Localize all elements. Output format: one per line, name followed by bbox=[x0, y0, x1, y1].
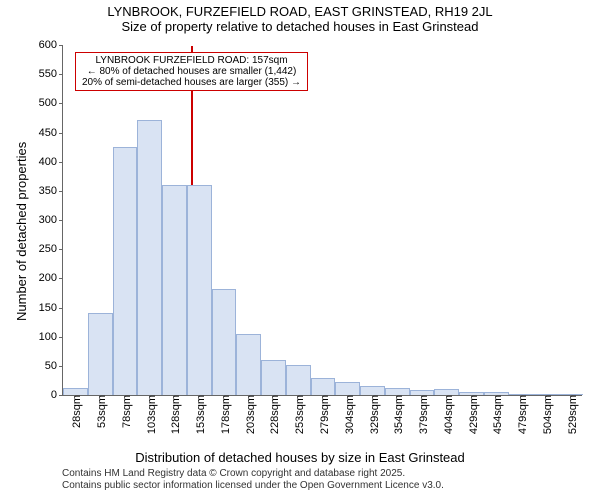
x-tick: 304sqm bbox=[340, 395, 356, 434]
footer-line-2: Contains public sector information licen… bbox=[62, 480, 444, 492]
footer-line-1: Contains HM Land Registry data © Crown c… bbox=[62, 468, 444, 480]
y-tick: 500 bbox=[39, 97, 63, 109]
x-tick: 253sqm bbox=[290, 395, 306, 434]
histogram-bar bbox=[113, 147, 138, 395]
y-tick: 450 bbox=[39, 127, 63, 139]
x-tick: 128sqm bbox=[166, 395, 182, 434]
histogram-bar bbox=[360, 386, 385, 395]
x-tick: 454sqm bbox=[488, 395, 504, 434]
chart-subtitle: Size of property relative to detached ho… bbox=[0, 19, 600, 34]
histogram-bar bbox=[261, 360, 286, 395]
x-tick: 78sqm bbox=[117, 395, 133, 428]
y-tick: 0 bbox=[51, 389, 63, 401]
histogram-bar bbox=[63, 388, 88, 395]
histogram-bar bbox=[137, 120, 162, 395]
x-tick: 354sqm bbox=[389, 395, 405, 434]
y-tick: 150 bbox=[39, 302, 63, 314]
histogram-bar bbox=[162, 185, 187, 395]
plot-area: LYNBROOK FURZEFIELD ROAD: 157sqm ← 80% o… bbox=[62, 46, 582, 396]
x-tick: 279sqm bbox=[315, 395, 331, 434]
y-axis-label: Number of detached properties bbox=[14, 142, 29, 321]
y-tick: 300 bbox=[39, 214, 63, 226]
y-tick: 550 bbox=[39, 68, 63, 80]
y-tick: 200 bbox=[39, 272, 63, 284]
callout-line-2: ← 80% of detached houses are smaller (1,… bbox=[82, 66, 301, 77]
histogram-bar bbox=[385, 388, 410, 395]
x-axis-label: Distribution of detached houses by size … bbox=[0, 450, 600, 465]
x-tick: 404sqm bbox=[439, 395, 455, 434]
callout-line-1: LYNBROOK FURZEFIELD ROAD: 157sqm bbox=[82, 55, 301, 66]
x-tick: 103sqm bbox=[142, 395, 158, 434]
x-tick: 529sqm bbox=[563, 395, 579, 434]
histogram-bar bbox=[212, 289, 237, 395]
x-tick: 53sqm bbox=[92, 395, 108, 428]
x-tick: 203sqm bbox=[241, 395, 257, 434]
x-tick: 504sqm bbox=[538, 395, 554, 434]
callout-line-3: 20% of semi-detached houses are larger (… bbox=[82, 77, 301, 88]
histogram-bar bbox=[88, 313, 113, 395]
chart-title: LYNBROOK, FURZEFIELD ROAD, EAST GRINSTEA… bbox=[0, 0, 600, 19]
y-tick: 100 bbox=[39, 331, 63, 343]
histogram-bar bbox=[311, 378, 336, 396]
x-tick: 153sqm bbox=[191, 395, 207, 434]
histogram-bar bbox=[187, 185, 212, 395]
histogram-bar bbox=[286, 365, 311, 395]
x-tick: 429sqm bbox=[464, 395, 480, 434]
x-tick: 178sqm bbox=[216, 395, 232, 434]
y-tick: 50 bbox=[45, 360, 63, 372]
footer-attribution: Contains HM Land Registry data © Crown c… bbox=[62, 468, 444, 492]
y-tick: 250 bbox=[39, 243, 63, 255]
callout-box: LYNBROOK FURZEFIELD ROAD: 157sqm ← 80% o… bbox=[75, 52, 308, 91]
histogram-bar bbox=[236, 334, 261, 395]
y-tick: 400 bbox=[39, 156, 63, 168]
x-tick: 479sqm bbox=[513, 395, 529, 434]
x-tick: 329sqm bbox=[365, 395, 381, 434]
y-tick: 600 bbox=[39, 39, 63, 51]
x-tick: 228sqm bbox=[265, 395, 281, 434]
y-tick: 350 bbox=[39, 185, 63, 197]
histogram-bar bbox=[335, 382, 360, 395]
x-tick: 379sqm bbox=[414, 395, 430, 434]
chart-container: LYNBROOK, FURZEFIELD ROAD, EAST GRINSTEA… bbox=[0, 0, 600, 500]
x-tick: 28sqm bbox=[67, 395, 83, 428]
